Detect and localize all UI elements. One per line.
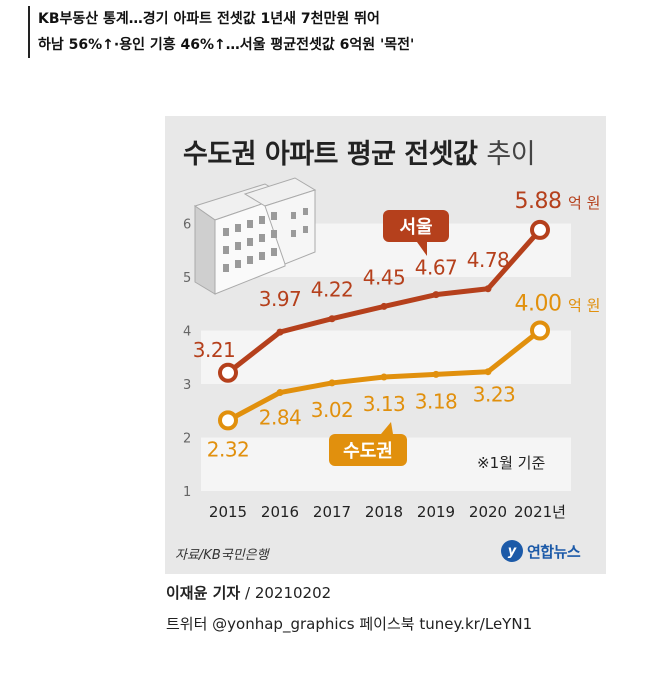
yonhap-logo-icon: y — [501, 540, 523, 562]
series-1-label-0: 2.32 — [207, 437, 250, 461]
y-axis-ticks: 1 2 3 4 5 6 — [183, 218, 191, 501]
y-tick-label-4: 5 — [183, 271, 191, 286]
headline-line-1: KB부동산 통계…경기 아파트 전셋값 1년새 7천만원 뛰어 — [38, 11, 380, 27]
series-0-label-2: 4.22 — [311, 278, 354, 302]
series-1-point-5 — [484, 368, 492, 376]
chart-title-suffix: 추이 — [486, 139, 536, 170]
y-tick-label-2: 3 — [183, 378, 191, 393]
series-0-point-5 — [484, 285, 492, 293]
apartment-building-icon — [193, 177, 317, 295]
y-tick-label-5: 6 — [183, 218, 191, 233]
chart-title-main: 수도권 아파트 평균 전셋값 — [183, 139, 478, 170]
credit: 이재윤 기자 / 20210202 — [166, 582, 331, 603]
callout-label-1: 수도권 — [343, 441, 393, 462]
headline: KB부동산 통계…경기 아파트 전셋값 1년새 7천만원 뛰어 하남 56%↑·… — [28, 6, 638, 58]
reporter-name: 이재윤 기자 — [166, 584, 241, 602]
yonhap-logo-text: 연합뉴스 — [527, 542, 581, 561]
series-1-point-2 — [328, 379, 336, 387]
line-chart: 1 2 3 4 5 6 2015 2016 2017 2018 2019 2020 2021년 3.2… — [183, 177, 601, 521]
series-0-unit: 억 원 — [568, 194, 600, 212]
series-1-label-5: 3.23 — [473, 383, 516, 407]
chart-title: 수도권 아파트 평균 전셋값 추이 — [183, 132, 536, 171]
series-1-label-2: 3.02 — [311, 398, 354, 422]
series-0-point-1 — [276, 328, 284, 336]
source-label: 자료/KB국민은행 — [175, 548, 269, 563]
x-tick-label-0: 2015 — [209, 503, 247, 521]
series-0-point-4 — [432, 291, 440, 299]
callout-tail-1 — [381, 422, 393, 434]
headline-line-2: 하남 56%↑·용인 기흥 46%↑…서울 평균전셋값 6억원 '목전' — [38, 37, 415, 53]
x-tick-label-1: 2016 — [261, 503, 299, 521]
y-tick-label-1: 2 — [183, 432, 191, 447]
callout-label-0: 서울 — [399, 217, 432, 238]
series-0-label-6: 5.88 — [515, 189, 562, 214]
x-tick-label-3: 2018 — [365, 503, 403, 521]
footnote: ※1월 기준 — [477, 454, 545, 472]
series-1-label-6: 4.00 — [515, 292, 562, 317]
sns-links: 트위터 @yonhap_graphics 페이스북 tuney.kr/LeYN1 — [166, 615, 533, 633]
series-1-point-1 — [276, 389, 284, 397]
data-labels: 3.21 3.97 4.22 4.45 4.67 4.78 5.88 억 원 2.32 2.84 3… — [193, 189, 601, 461]
series-0-label-4: 4.67 — [415, 256, 458, 280]
series-0-point-0 — [218, 362, 238, 383]
series-0-label-5: 4.78 — [467, 248, 510, 272]
series-1-point-0 — [218, 410, 238, 431]
x-tick-label-5: 2020 — [469, 503, 507, 521]
series-1-unit: 억 원 — [568, 297, 600, 315]
series-0-label-0: 3.21 — [193, 338, 236, 362]
callout-box-1 — [329, 434, 407, 466]
x-tick-label-4: 2019 — [417, 503, 455, 521]
series-1-label-3: 3.13 — [363, 392, 406, 416]
credit-date: / 20210202 — [240, 584, 332, 602]
x-axis-ticks: 2015 2016 2017 2018 2019 2020 2021년 — [209, 503, 566, 521]
callout-box-0 — [383, 210, 449, 242]
series-0-point-6 — [530, 219, 550, 240]
series-0-point-2 — [328, 315, 336, 323]
y-tick-label-3: 4 — [183, 325, 191, 340]
series-1-point-6 — [530, 320, 550, 341]
series-points — [218, 219, 550, 431]
y-tick-label-0: 1 — [183, 485, 191, 500]
series-1-label-4: 3.18 — [415, 389, 458, 413]
x-tick-label-6: 2021년 — [514, 503, 566, 521]
series-0-label-3: 4.45 — [363, 265, 406, 289]
callout-tail-0 — [417, 242, 427, 256]
x-tick-label-2: 2017 — [313, 503, 351, 521]
series-1-label-1: 2.84 — [259, 406, 302, 430]
series-1-point-3 — [380, 373, 388, 381]
series-0-label-1: 3.97 — [259, 287, 302, 311]
series-1-point-4 — [432, 370, 440, 378]
series-0-point-3 — [380, 302, 388, 310]
yonhap-logo: y 연합뉴스 — [501, 538, 581, 564]
